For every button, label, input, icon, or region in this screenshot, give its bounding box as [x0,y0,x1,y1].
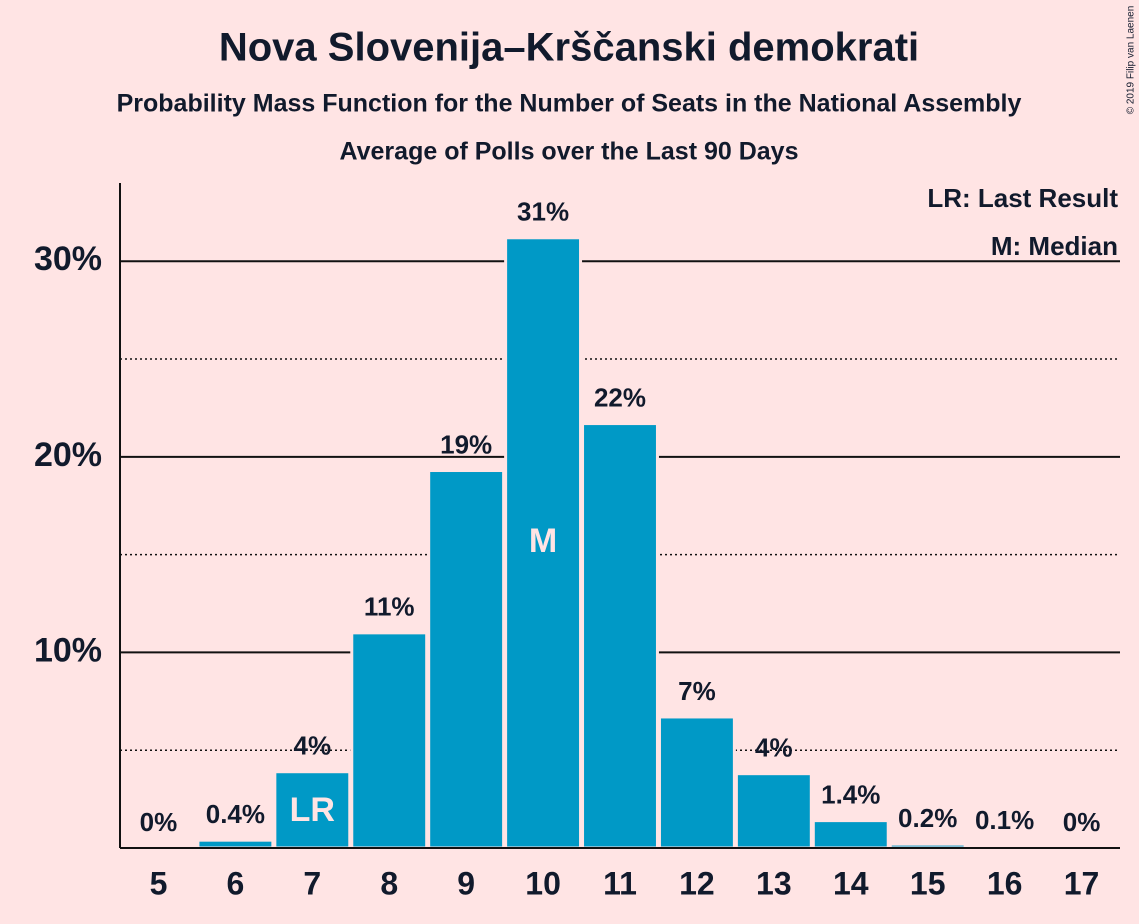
x-tick-label: 11 [603,865,637,901]
data-label: 1.4% [821,779,880,809]
x-tick-label: 16 [987,865,1023,901]
y-tick-label: 10% [34,631,102,669]
data-label: 11% [364,592,415,622]
x-tick-label: 8 [380,865,398,901]
x-tick-label: 14 [833,865,869,901]
x-tick-label: 13 [756,865,792,901]
legend-entry: M: Median [991,231,1118,261]
data-label: 22% [594,382,646,412]
data-label: 0.4% [206,799,265,829]
chart-title: Nova Slovenija–Krščanski demokrati [219,26,919,70]
y-tick-label: 30% [34,240,102,278]
bar [734,772,813,850]
bar [273,770,352,850]
bar [581,422,659,850]
x-tick-label: 17 [1064,865,1100,901]
data-label: 0% [1063,807,1101,837]
x-tick-label: 6 [226,865,244,901]
legend-entry: LR: Last Result [927,183,1118,213]
y-tick-label: 20% [34,436,102,474]
bar [427,469,506,850]
data-label: 0.2% [898,803,957,833]
data-label: 4% [755,733,793,763]
data-label: 31% [517,197,569,227]
data-label: 0.1% [975,805,1034,835]
bar-annotation: LR [290,791,335,829]
x-tick-label: 7 [303,865,321,901]
bar [196,838,275,850]
data-label: 0% [140,807,178,837]
bar [811,819,890,850]
chart-subtitle: Probability Mass Function for the Number… [117,90,1022,118]
x-tick-label: 5 [150,865,168,901]
data-label: 7% [678,676,716,706]
data-label: 19% [440,429,492,459]
data-label: 4% [294,731,332,761]
x-tick-label: 10 [525,865,561,901]
chart-subtitle: Average of Polls over the Last 90 Days [340,138,799,166]
credit: © 2019 Filip van Laenen [1126,6,1137,115]
bar [657,715,736,850]
bar-annotation: M [529,522,557,560]
x-tick-label: 15 [910,865,946,901]
x-tick-label: 9 [457,865,475,901]
x-tick-label: 12 [679,865,715,901]
bar [350,631,429,850]
